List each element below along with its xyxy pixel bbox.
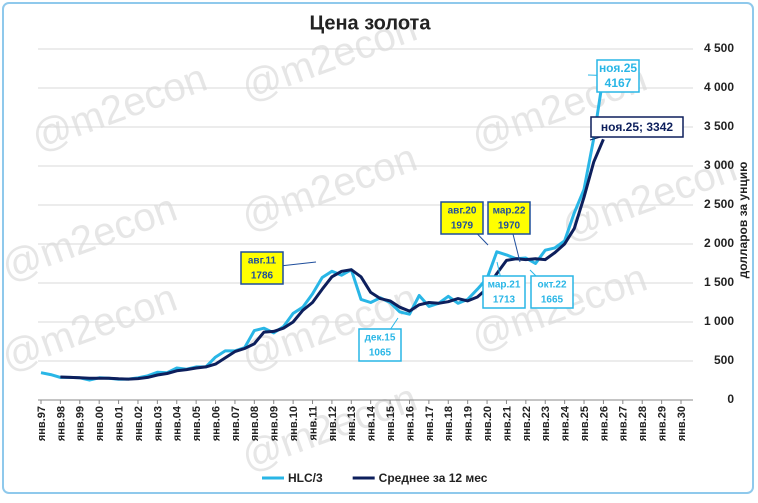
- x-tick-label: янв.19: [463, 406, 475, 441]
- y-tick-label: 3 500: [704, 119, 734, 133]
- y-tick-label: 4 000: [704, 80, 734, 94]
- x-tick-label: янв.01: [113, 406, 125, 441]
- x-tick-label: янв.04: [172, 405, 184, 441]
- x-tick-label: янв.28: [637, 406, 649, 441]
- annotation-box: [482, 275, 526, 309]
- annotation-box: [440, 201, 484, 235]
- x-tick-label: янв.26: [598, 406, 610, 441]
- annotation-label: авг.11: [248, 256, 277, 267]
- frame: [2, 2, 754, 494]
- annotation-label: окт.22: [537, 280, 566, 291]
- x-tick-label: янв.24: [560, 405, 572, 441]
- x-tick-label: янв.07: [230, 406, 242, 441]
- x-tick-label: янв.18: [443, 406, 455, 441]
- x-tick-label: янв.99: [75, 406, 87, 441]
- annotation-value: 1979: [451, 221, 474, 232]
- y-tick-label: 3 000: [704, 158, 734, 172]
- annotation-value: 1665: [541, 295, 564, 306]
- x-tick-label: янв.14: [366, 405, 378, 441]
- x-tick-label: янв.11: [307, 406, 319, 441]
- y-axis-label: долларов за унцию: [736, 162, 750, 279]
- y-tick-label: 1 500: [704, 275, 734, 289]
- x-tick-label: янв.09: [269, 406, 281, 441]
- annotation-value: 1065: [369, 348, 392, 359]
- x-tick-label: янв.13: [346, 406, 358, 441]
- series-line: [60, 138, 605, 381]
- x-tick-label: янв.25: [579, 406, 591, 441]
- annotation-box: [590, 116, 684, 138]
- y-tick-label: 2 500: [704, 197, 734, 211]
- x-tick-label: янв.21: [501, 406, 513, 441]
- x-tick-label: янв.10: [288, 406, 300, 441]
- annotation-label: авг.20: [448, 206, 477, 217]
- x-tick-label: янв.08: [249, 406, 261, 441]
- x-tick-label: янв.03: [152, 406, 164, 441]
- legend-label: Среднее за 12 мес: [379, 471, 488, 485]
- annotation-box: [240, 251, 284, 285]
- x-tick-label: янв.05: [191, 406, 203, 441]
- annotation-label: ноя.25: [599, 61, 637, 75]
- annotation-value: 1970: [498, 221, 521, 232]
- x-tick-label: янв.02: [133, 406, 145, 441]
- annotation-box: [596, 59, 640, 93]
- y-tick-label: 1 000: [704, 314, 734, 328]
- annotation-label: мар.21: [488, 280, 521, 291]
- x-tick-label: янв.00: [94, 406, 106, 441]
- annotation-label: дек.15: [365, 333, 396, 344]
- x-tick-label: янв.15: [385, 406, 397, 441]
- annotation-value: 4167: [605, 76, 632, 90]
- annotation-label: мар.22: [493, 206, 526, 217]
- y-tick-label: 0: [727, 392, 734, 406]
- x-tick-label: янв.20: [482, 406, 494, 441]
- annotation-box: [358, 328, 402, 362]
- x-tick-label: янв.17: [424, 406, 436, 441]
- annotation-value: 1713: [493, 295, 516, 306]
- plot: 0 500 1 000 1 500 2 000 2 500 3 000 3 500 4 000 4…: [36, 41, 734, 441]
- y-tick-label: 500: [714, 353, 734, 367]
- chart-title: Цена золота: [310, 12, 432, 34]
- x-tick-label: янв.27: [618, 406, 630, 441]
- x-tick-label: янв.16: [404, 406, 416, 441]
- x-tick-label: янв.97: [36, 406, 48, 441]
- x-tick-label: янв.22: [521, 406, 533, 441]
- legend-label: HLC/3: [288, 471, 323, 485]
- x-tick-label: янв.12: [327, 406, 339, 441]
- annotation-text: ноя.25; 3342: [601, 120, 673, 134]
- x-tick-label: янв.06: [210, 406, 222, 441]
- x-tick-label: янв.30: [676, 406, 688, 441]
- y-tick-label: 2 000: [704, 236, 734, 250]
- x-tick-label: янв.98: [55, 406, 67, 441]
- x-tick-label: янв.29: [657, 406, 669, 441]
- annotation-value: 1786: [251, 271, 274, 282]
- annotation-box: [530, 275, 574, 309]
- x-tick-label: янв.23: [540, 406, 552, 441]
- annotation-box: [487, 201, 531, 235]
- y-tick-label: 4 500: [704, 41, 734, 55]
